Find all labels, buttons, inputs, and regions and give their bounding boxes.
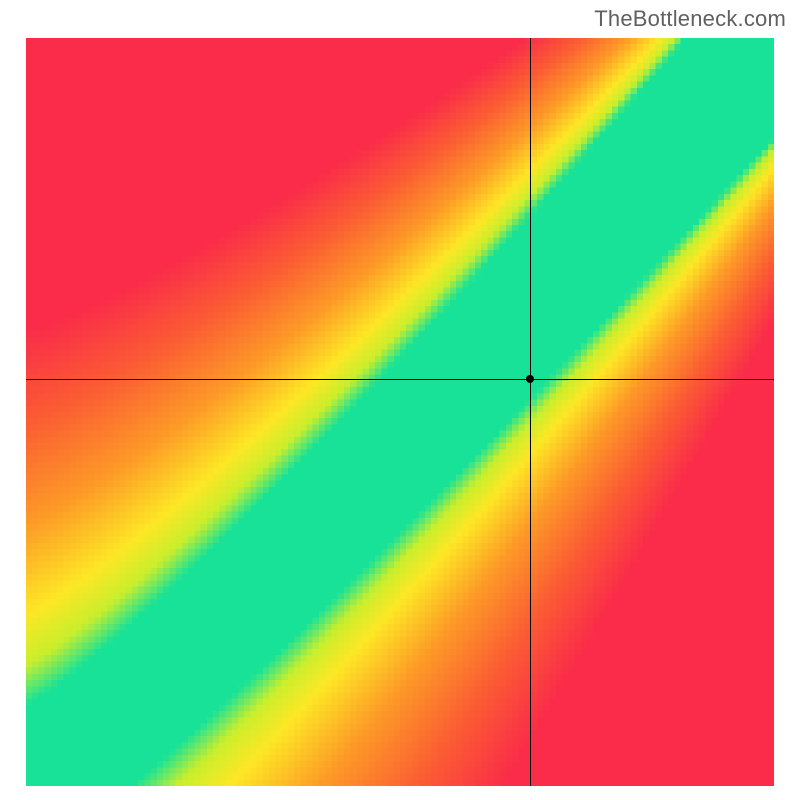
heatmap-plot — [26, 38, 774, 786]
crosshair-horizontal — [26, 379, 774, 380]
watermark-label: TheBottleneck.com — [594, 6, 786, 32]
heatmap-canvas — [26, 38, 774, 786]
crosshair-point — [526, 375, 534, 383]
crosshair-vertical — [530, 38, 531, 786]
